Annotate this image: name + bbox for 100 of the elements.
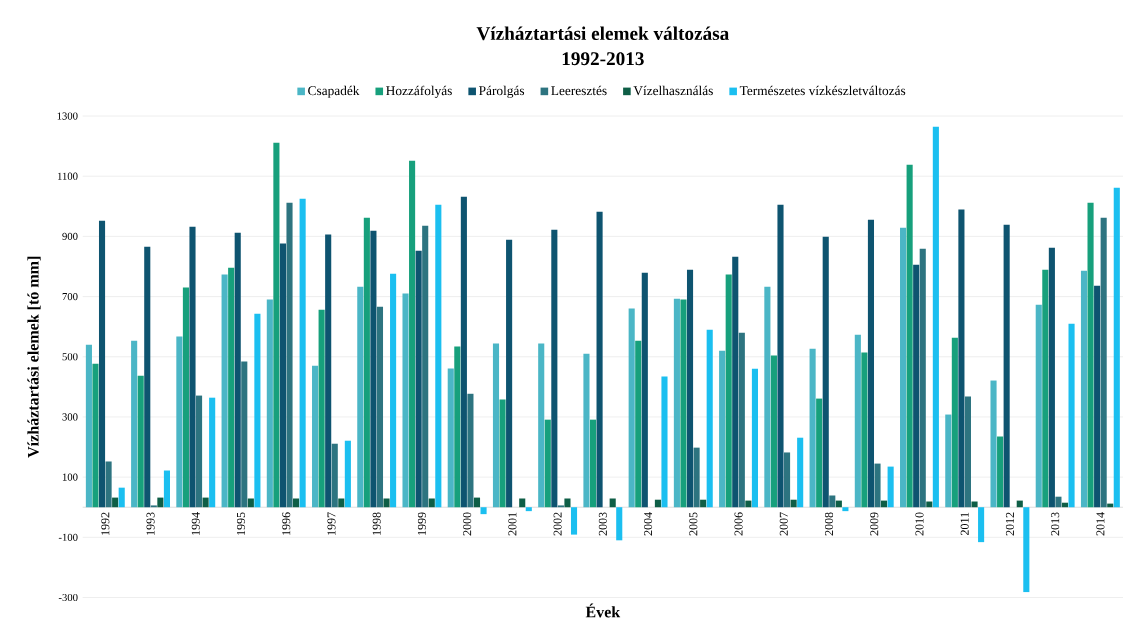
bar [1003,224,1010,508]
bar [990,380,997,508]
x-tick-label: 2006 [734,512,743,536]
bar [370,230,377,508]
x-tick-label: 1993 [146,512,155,535]
bar [105,461,112,508]
bar [325,234,332,508]
bar [693,447,700,508]
bar [447,368,454,508]
bar [784,452,791,508]
bar [900,227,907,508]
bar [286,202,293,508]
bar [1087,202,1094,508]
bar [506,239,513,508]
x-tick-label: 2011 [960,512,969,536]
bar [131,340,138,508]
x-tick-label: 2005 [689,512,698,536]
y-tick-label: -100 [58,533,78,541]
bar [919,248,926,508]
bar [1016,500,1023,508]
bar [745,500,752,508]
bar [635,340,642,508]
bar [363,217,370,508]
y-tick-label: 300 [62,413,78,421]
bar [428,498,435,508]
bar [777,204,784,508]
bar [997,436,1004,508]
x-tick-label: 1992 [101,512,110,535]
bar [383,498,390,508]
bar [1048,247,1055,508]
bar [913,264,920,508]
bar [318,309,325,508]
bar [797,437,804,508]
bar [906,164,913,508]
y-tick-label: 1100 [57,172,78,180]
bar [182,287,189,508]
bar [331,443,338,508]
legend-label: Párolgás [479,85,525,98]
bar [641,272,648,508]
bar [344,440,351,508]
bar [402,293,409,508]
bar [725,274,732,508]
bar [163,470,170,508]
legend-label: Leeresztés [551,85,607,96]
bar [196,395,203,508]
bar [700,499,707,508]
bar [616,507,623,541]
bar [596,211,603,508]
bar [661,376,668,508]
bar [1113,187,1120,508]
bar [92,363,99,508]
bar [1068,323,1075,508]
x-tick-label: 2013 [1051,512,1060,536]
x-tick-label: 2009 [870,512,879,536]
bar [98,220,106,508]
bar [390,273,397,508]
bar [299,198,306,508]
x-axis-title: Évek [585,603,621,618]
y-tick-label: -300 [58,593,78,602]
bar [932,126,939,508]
y-axis-title: Vízháztartási elemek [tó mm] [27,256,41,458]
bar [118,487,125,508]
legend-label: Csapadék [308,85,360,98]
bar [874,463,881,508]
bar [829,495,836,508]
bar [254,313,261,508]
bar [176,336,183,508]
bar [376,306,384,508]
y-tick-label: 100 [62,473,78,481]
bar [435,204,442,508]
bar [144,246,151,508]
bar [951,337,958,508]
bar [680,299,687,508]
bar [551,229,558,508]
x-tick-label: 2012 [1005,512,1014,536]
bar [279,243,287,508]
bar [867,219,875,508]
x-tick-label: 2007 [779,512,788,536]
legend-label: Természetes vízkészletváltozás [739,85,906,96]
bar [1100,217,1107,508]
bar [719,350,726,508]
bar [234,232,241,508]
bar [809,348,816,508]
bar [732,256,739,508]
bar [738,332,745,508]
bar [112,497,119,508]
x-tick-label: 1998 [372,512,381,535]
bar [1080,270,1088,508]
bar [881,500,888,508]
bar [519,498,526,508]
bar [958,209,965,508]
bar [842,507,849,512]
bar [467,393,474,508]
bar [589,419,597,508]
bar [816,398,823,508]
bar [1035,304,1042,508]
y-tick-label: 500 [62,353,78,361]
x-tick-label: 1997 [327,512,336,535]
bar [266,299,273,508]
x-tick-label: 2000 [463,512,472,536]
